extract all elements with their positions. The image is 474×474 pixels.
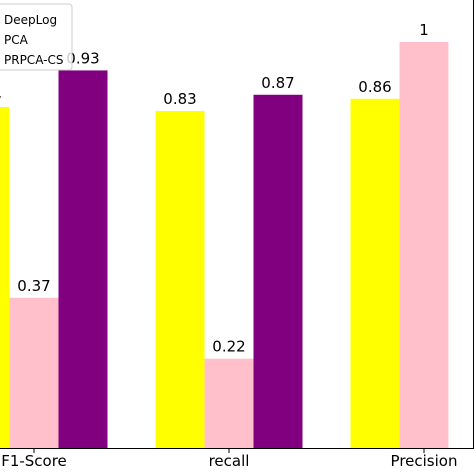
bar-pca-f1-score <box>9 297 59 448</box>
legend-label-deeplog: DeepLog <box>4 13 57 27</box>
value-label-deeplog-recall: 0.83 <box>163 90 196 108</box>
value-label-deeplog-precision: 0.86 <box>358 78 391 96</box>
legend: DeepLog PCA PRPCA-CS <box>0 3 73 71</box>
bar-pca-precision <box>399 42 449 448</box>
x-tick-label-f1-score: F1-Score <box>1 452 67 470</box>
bar-deeplog-precision <box>350 98 400 448</box>
x-tick-label-recall: recall <box>209 452 250 470</box>
x-ticks-group: F1-Score recall Precision <box>1 448 457 470</box>
bar-prpca-cs-f1-score <box>58 70 108 449</box>
value-label-deeplog-f1-score: 0.84 <box>0 86 2 104</box>
bars-group <box>0 42 449 449</box>
bar-deeplog-f1-score <box>0 106 10 449</box>
value-label-prpca-cs-f1-score: 0.93 <box>66 49 99 67</box>
value-label-pca-f1-score: 0.37 <box>17 277 50 295</box>
bar-deeplog-recall <box>155 111 205 449</box>
bar-prpca-cs-recall <box>253 94 303 448</box>
x-tick-label-precision: Precision <box>391 452 458 470</box>
bar-pca-recall <box>204 358 254 448</box>
legend-label-prpca-cs: PRPCA-CS <box>4 53 63 67</box>
value-label-prpca-cs-recall: 0.87 <box>261 74 294 92</box>
legend-label-pca: PCA <box>4 33 29 47</box>
value-labels-group: 0.84 0.37 0.93 0.83 0.22 0.87 0.86 1 <box>0 21 429 356</box>
value-label-pca-precision: 1 <box>419 21 429 39</box>
value-label-pca-recall: 0.22 <box>212 338 245 356</box>
legend-box <box>0 3 73 71</box>
